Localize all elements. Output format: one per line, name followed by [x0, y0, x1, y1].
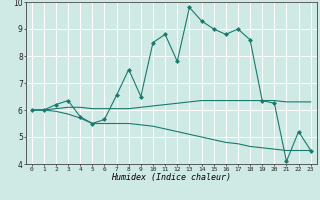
- X-axis label: Humidex (Indice chaleur): Humidex (Indice chaleur): [111, 173, 231, 182]
